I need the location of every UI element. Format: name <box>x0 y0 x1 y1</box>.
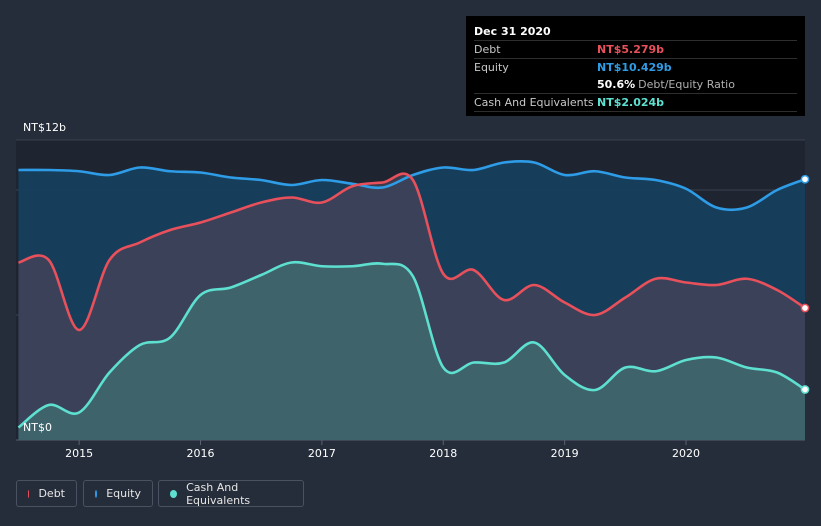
x-tick-label: 2020 <box>672 447 700 460</box>
cash-legend-dot-icon <box>170 489 178 498</box>
legend-equity-label: Equity <box>106 487 141 500</box>
equity-legend-dot-icon <box>95 489 98 498</box>
x-tick-label: 2019 <box>551 447 579 460</box>
equity-line <box>18 159 806 212</box>
x-axis-ticks: 2015 2016 2017 2018 2019 2020 <box>65 440 700 460</box>
tooltip-ratio-text: Debt/Equity Ratio <box>638 78 735 91</box>
tooltip-row-cash: Cash And Equivalents NT$2.024b <box>474 93 797 112</box>
tooltip-cash-value: NT$2.024b <box>597 96 665 109</box>
tooltip-debt-label: Debt <box>474 43 501 56</box>
series-areas <box>18 161 806 440</box>
tooltip-row-debt: Debt NT$5.279b <box>474 40 797 58</box>
tooltip-panel: Dec 31 2020 Debt NT$5.279b Equity NT$10.… <box>466 16 805 116</box>
cash-and-equivalents-endpoint <box>800 385 810 394</box>
equity-endpoint <box>800 174 810 184</box>
tooltip-cash-label: Cash And Equivalents <box>474 96 594 109</box>
legend-cash-label: Cash And Equivalents <box>186 480 251 507</box>
series-lines <box>17 159 806 429</box>
legend-debt[interactable]: Debt <box>16 480 77 507</box>
tooltip-date: Dec 31 2020 <box>474 25 551 38</box>
legend-cash[interactable]: Cash And Equivalents <box>158 480 304 507</box>
debt-endpoint <box>800 303 810 313</box>
x-tick-label: 2016 <box>187 447 215 460</box>
legend-debt-label: Debt <box>38 487 65 500</box>
debt-line <box>18 172 806 332</box>
tooltip-ratio-label <box>474 76 597 93</box>
tooltip-equity-value: NT$10.429b <box>597 61 672 74</box>
tooltip-ratio-value: 50.6% <box>597 78 636 91</box>
tooltip-equity-label: Equity <box>474 61 509 74</box>
cash-and-equivalents-area <box>18 262 806 440</box>
tooltip-row-ratio: 50.6% Debt/Equity Ratio <box>474 76 797 93</box>
legend-equity[interactable]: Equity <box>83 480 153 507</box>
tooltip-row-equity: Equity NT$10.429b <box>474 58 797 76</box>
y-axis-top-label: NT$12b <box>23 121 66 134</box>
x-tick-label: 2015 <box>65 447 93 460</box>
x-tick-label: 2018 <box>429 447 457 460</box>
series-endpoints <box>800 174 810 394</box>
x-tick-label: 2017 <box>308 447 336 460</box>
tooltip-debt-value: NT$5.279b <box>597 43 665 56</box>
debt-legend-dot-icon <box>28 489 30 498</box>
cash-and-equivalents-line <box>17 260 806 429</box>
y-axis-bottom-label: NT$0 <box>23 421 52 434</box>
